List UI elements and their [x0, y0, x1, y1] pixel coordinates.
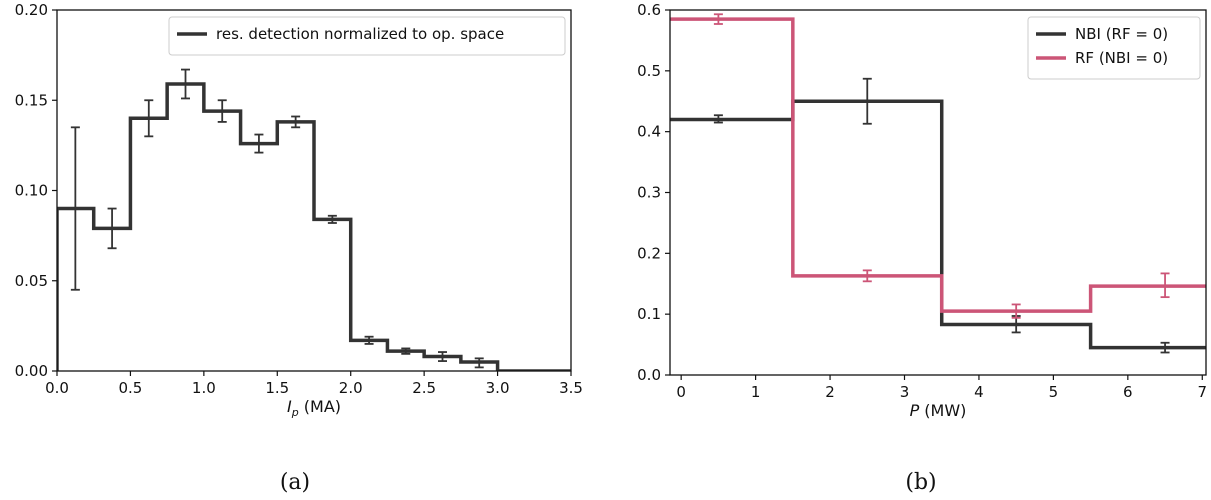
error-bar	[1160, 341, 1170, 354]
error-bar	[474, 357, 484, 369]
x-tick-label: 3.5	[559, 379, 583, 397]
y-tick-label: 0.20	[15, 1, 48, 19]
x-tick-label: 0.0	[45, 379, 69, 397]
error-bar	[862, 269, 872, 283]
x-tick-label: 5	[1049, 383, 1059, 401]
error-bar	[862, 77, 872, 125]
error-bar	[107, 207, 117, 250]
error-bar	[217, 99, 227, 123]
y-tick-label: 0.2	[637, 244, 661, 262]
x-tick-label: 3.0	[486, 379, 510, 397]
x-tick-label: 0	[676, 383, 686, 401]
y-axis: 0.00 0.05 0.10 0.15 0.20	[15, 1, 57, 380]
y-tick-label: 0.4	[637, 123, 661, 141]
error-bar	[401, 347, 411, 355]
y-tick-label: 0.15	[15, 91, 48, 109]
error-bar	[291, 115, 301, 129]
error-bar	[438, 351, 447, 362]
x-tick-label: 3	[900, 383, 910, 401]
y-tick-label: 0.10	[15, 182, 48, 200]
legend-box	[168, 16, 566, 56]
x-axis: 0 1 2 3 4 5 6 7	[676, 375, 1207, 401]
series-step-line	[57, 82, 571, 371]
panel-caption: (b)	[905, 470, 936, 495]
x-tick-label: 1.0	[192, 379, 216, 397]
y-tick-label: 0.1	[637, 305, 661, 323]
legend-box	[1027, 16, 1201, 80]
x-tick-label: 0.5	[118, 379, 142, 397]
error-bar	[70, 126, 80, 291]
legend-label: res. detection normalized to op. space	[216, 25, 504, 43]
x-tick-label: 1.5	[265, 379, 289, 397]
error-bar	[1160, 272, 1170, 299]
error-bar	[327, 214, 337, 224]
x-tick-label: 7	[1198, 383, 1208, 401]
legend-label: NBI (RF = 0)	[1075, 25, 1168, 43]
error-bar	[181, 68, 190, 100]
x-tick-label: 1	[751, 383, 761, 401]
x-axis-label: P (MW)	[910, 401, 967, 420]
panel-caption: (a)	[280, 470, 310, 495]
series-step-line	[670, 17, 1206, 313]
y-tick-label: 0.05	[15, 272, 48, 290]
series-1	[670, 77, 1206, 354]
y-tick-label: 0.6	[637, 1, 661, 19]
series-step-line	[670, 99, 1206, 350]
x-axis-label: Ip (MA)	[287, 397, 341, 419]
series-1	[57, 68, 571, 371]
y-tick-label: 0.00	[15, 362, 48, 380]
series-2	[670, 13, 1206, 319]
x-tick-label: 2.5	[412, 379, 436, 397]
error-bar	[1011, 303, 1021, 319]
legend: res. detection normalized to op. space	[168, 16, 566, 56]
y-tick-label: 0.3	[637, 184, 661, 202]
x-axis: 0.0 0.5 1.0 1.5 2.0 2.5 3.0 3.5	[45, 371, 583, 397]
legend-label: RF (NBI = 0)	[1075, 49, 1168, 67]
error-bar	[254, 133, 264, 154]
error-bar	[713, 13, 723, 25]
x-tick-label: 4	[974, 383, 984, 401]
y-axis: 0.0 0.1 0.2 0.3 0.4 0.5 0.6	[637, 1, 670, 384]
x-tick-label: 6	[1123, 383, 1133, 401]
y-tick-label: 0.5	[637, 62, 661, 80]
y-tick-label: 0.0	[637, 366, 661, 384]
error-bar	[144, 99, 154, 138]
legend: NBI (RF = 0) RF (NBI = 0)	[1027, 16, 1201, 80]
x-tick-label: 2.0	[339, 379, 363, 397]
chart-b: 0 1 2 3 4 5 6 7 0.0 0.1 0.2 0.3 0.4 0.5 0.6 P (MW) NBI (…	[637, 1, 1207, 495]
x-tick-label: 2	[825, 383, 835, 401]
chart-a: 0.0 0.5 1.0 1.5 2.0 2.5 3.0 3.5 0.00 0.05 0.10 0.15…	[15, 1, 583, 495]
error-bar	[364, 335, 374, 345]
error-bar	[713, 114, 723, 124]
